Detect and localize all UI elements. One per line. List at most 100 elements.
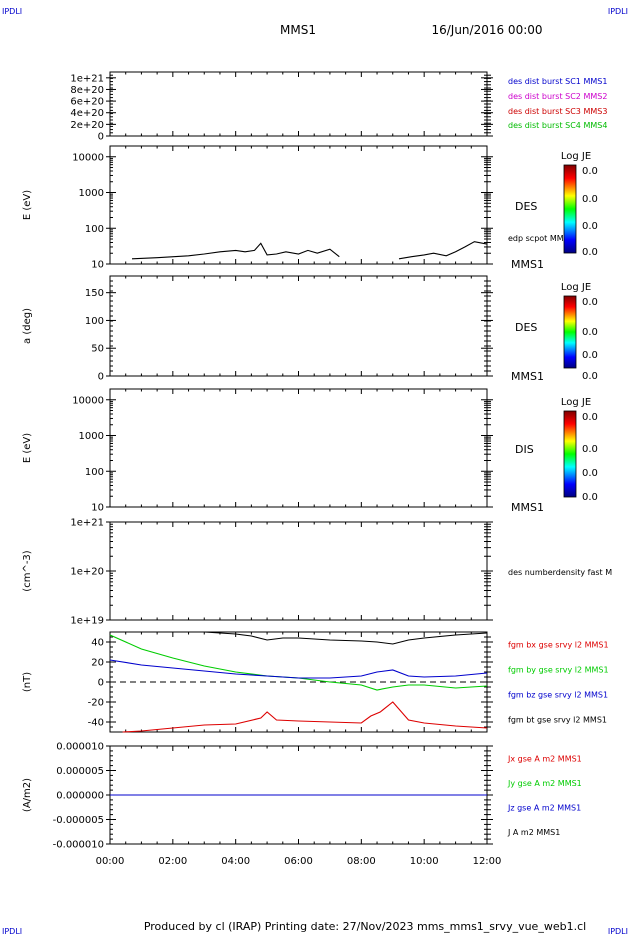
des_pitch-colorbar-label-3: 0.0 <box>582 371 598 382</box>
des_energy-side-label: DES <box>515 200 537 213</box>
xtick-label-6: 12:00 <box>473 856 502 867</box>
xtick-label-0: 00:00 <box>96 856 125 867</box>
dis_energy-colorbar-label-0: 0.0 <box>582 412 598 423</box>
des_pitch-ylabel: a (deg) <box>22 308 33 344</box>
dis_energy-frame <box>109 388 488 508</box>
density-legend-0: des numberdensity fast M <box>508 568 612 577</box>
des_pitch-colorbar <box>563 295 577 369</box>
des_pitch-frame <box>109 275 488 377</box>
current-ytick-label-3: 0.000005 <box>56 766 104 777</box>
dis_energy-colorbar-label-3: 0.0 <box>582 492 598 503</box>
fgm-series-2-seg-0 <box>109 659 488 679</box>
des_pitch-colorbar-label-1: 0.0 <box>582 327 598 338</box>
des_energy-colorbar-label-0: 0.0 <box>582 166 598 177</box>
fgm-series-3-seg-0 <box>122 701 488 733</box>
des_pitch-ytick-label-3: 150 <box>85 288 104 299</box>
density-ytick-label-1: 1e+20 <box>70 567 104 578</box>
fgm-ytick-label-0: -40 <box>88 718 104 729</box>
des_pitch-bottom-label: MMS1 <box>511 370 544 383</box>
dis_energy-ytick-label-1: 100 <box>85 467 104 478</box>
dis_energy-bottom-label: MMS1 <box>511 501 544 514</box>
des_energy-overlay-label: edp scpot MMS1 <box>508 234 574 243</box>
current-legend-0: Jx gse A m2 MMS1 <box>507 754 582 763</box>
fgm-legend-2: fgm bz gse srvy l2 MMS1 <box>508 691 608 700</box>
fgm-ytick-label-2: 0 <box>98 678 104 689</box>
des_energy-frame <box>109 145 488 265</box>
burst-legend-3: des dist burst SC4 MMS4 <box>508 121 607 130</box>
dis_energy-ylabel: E (eV) <box>22 433 33 463</box>
des_energy-ylabel: E (eV) <box>22 190 33 220</box>
corner-label-bottom-left: IPDLI <box>2 927 22 934</box>
current-ytick-label-4: 0.000010 <box>56 742 104 753</box>
fgm-legend-1: fgm by gse srvy l2 MMS1 <box>508 666 609 675</box>
fgm-legend-0: fgm bx gse srvy l2 MMS1 <box>508 641 609 650</box>
dis_energy-colorbar-label-2: 0.0 <box>582 468 598 479</box>
fgm-ytick-label-3: 20 <box>91 658 104 669</box>
burst-frame <box>109 71 488 137</box>
burst-legend-1: des dist burst SC2 MMS2 <box>508 92 607 101</box>
burst-ytick-label-0: 0 <box>98 132 104 143</box>
corner-label-right: IPDLI <box>608 7 628 16</box>
burst-ytick-label-1: 2e+20 <box>70 120 104 131</box>
date-title: 16/Jun/2016 00:00 <box>431 23 542 37</box>
spacecraft-title: MMS1 <box>280 23 316 37</box>
current-legend-2: Jz gse A m2 MMS1 <box>507 803 581 812</box>
burst-ytick-label-3: 6e+20 <box>70 97 104 108</box>
burst-ytick-label-4: 8e+20 <box>70 85 104 96</box>
dis_energy-ytick-label-2: 1000 <box>79 431 104 442</box>
des_energy-colorbar <box>563 164 577 254</box>
corner-label-left: IPDLI <box>2 7 22 16</box>
xtick-label-2: 04:00 <box>221 856 250 867</box>
des_energy-colorbar-label-1: 0.0 <box>582 194 598 205</box>
des_energy-ytick-label-0: 10 <box>91 260 104 271</box>
density-frame <box>109 521 488 621</box>
footer-text: Produced by cl (IRAP) Printing date: 27/… <box>144 920 586 933</box>
current-ylabel: (A/m2) <box>22 778 33 812</box>
fgm-ytick-label-4: 40 <box>91 638 104 649</box>
density-ylabel: (cm^-3) <box>22 550 33 591</box>
dis_energy-ytick-label-3: 10000 <box>72 395 104 406</box>
burst-legend-2: des dist burst SC3 MMS3 <box>508 107 607 116</box>
xtick-label-1: 02:00 <box>158 856 187 867</box>
fgm-ylabel: (nT) <box>22 672 33 692</box>
des_energy-colorbar-label-3: 0.0 <box>582 247 598 258</box>
des_energy-series-0-seg-0 <box>131 242 340 260</box>
des_energy-ytick-label-3: 10000 <box>72 152 104 163</box>
des_energy-bottom-label: MMS1 <box>511 258 544 271</box>
des_pitch-colorbar-title: Log JE <box>561 282 591 293</box>
des_energy-series-0-seg-1 <box>398 241 488 260</box>
burst-legend-0: des dist burst SC1 MMS1 <box>508 77 607 86</box>
fgm-legend-3: fgm bt gse srvy l2 MMS1 <box>508 716 607 725</box>
corner-label-bottom-right: IPDLI <box>608 927 628 934</box>
current-ytick-label-1: -0.000005 <box>53 815 104 826</box>
xtick-label-3: 06:00 <box>284 856 313 867</box>
current-ytick-label-2: 0.000000 <box>56 791 104 802</box>
fgm-series-0-seg-0 <box>172 631 488 645</box>
des_pitch-colorbar-label-0: 0.0 <box>582 297 598 308</box>
current-ytick-label-0: -0.000010 <box>53 840 104 851</box>
des_energy-colorbar-title: Log JE <box>561 151 591 162</box>
des_energy-colorbar-label-2: 0.0 <box>582 221 598 232</box>
dis_energy-colorbar <box>563 410 577 498</box>
current-legend-3: J A m2 MMS1 <box>507 828 560 837</box>
fgm-ytick-label-1: -20 <box>88 698 104 709</box>
des_pitch-ytick-label-2: 100 <box>85 316 104 327</box>
fgm-series-1-seg-0 <box>109 634 488 691</box>
des_pitch-side-label: DES <box>515 321 537 334</box>
dis_energy-ytick-label-0: 10 <box>91 503 104 514</box>
burst-ytick-label-5: 1e+21 <box>70 73 104 84</box>
density-ytick-label-0: 1e+19 <box>70 616 104 627</box>
des_pitch-ytick-label-0: 0 <box>98 372 104 383</box>
burst-ytick-label-2: 4e+20 <box>70 108 104 119</box>
dis_energy-side-label: DIS <box>515 443 534 456</box>
des_pitch-colorbar-label-2: 0.0 <box>582 350 598 361</box>
xtick-label-5: 10:00 <box>410 856 439 867</box>
dis_energy-colorbar-title: Log JE <box>561 397 591 408</box>
current-legend-1: Jy gse A m2 MMS1 <box>507 779 582 788</box>
des_pitch-ytick-label-1: 50 <box>91 344 104 355</box>
xtick-label-4: 08:00 <box>347 856 376 867</box>
des_energy-ytick-label-1: 100 <box>85 224 104 235</box>
dis_energy-colorbar-label-1: 0.0 <box>582 444 598 455</box>
